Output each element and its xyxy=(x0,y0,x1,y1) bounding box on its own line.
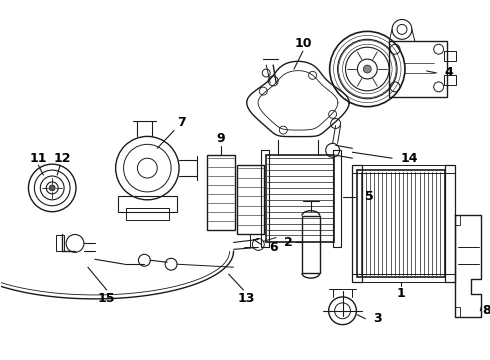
Text: 13: 13 xyxy=(238,292,255,305)
Bar xyxy=(352,165,455,173)
Text: 11: 11 xyxy=(29,152,47,165)
Circle shape xyxy=(279,126,287,134)
Text: 12: 12 xyxy=(53,152,71,165)
Bar xyxy=(357,170,444,277)
Bar xyxy=(207,155,235,230)
Circle shape xyxy=(49,185,55,191)
Bar xyxy=(389,41,446,97)
Circle shape xyxy=(329,110,337,118)
Text: 7: 7 xyxy=(177,116,185,129)
Bar xyxy=(56,235,64,251)
Text: 1: 1 xyxy=(396,287,405,301)
Bar xyxy=(352,165,363,282)
Text: 8: 8 xyxy=(482,304,490,317)
Text: 2: 2 xyxy=(284,236,293,249)
Bar xyxy=(237,165,264,234)
Bar xyxy=(333,150,341,247)
Bar xyxy=(302,216,320,273)
Bar xyxy=(261,150,269,247)
Text: 4: 4 xyxy=(444,67,453,80)
Bar xyxy=(118,196,177,212)
Text: 9: 9 xyxy=(217,132,225,145)
Text: 15: 15 xyxy=(98,292,116,305)
Bar xyxy=(444,165,455,282)
Text: 3: 3 xyxy=(373,312,382,325)
Bar xyxy=(125,208,169,220)
Bar xyxy=(455,215,461,225)
Circle shape xyxy=(364,65,371,73)
Text: 5: 5 xyxy=(365,190,374,203)
Bar xyxy=(443,75,456,85)
Circle shape xyxy=(309,71,317,79)
Text: 6: 6 xyxy=(269,241,277,254)
Bar xyxy=(455,307,461,317)
Bar xyxy=(266,155,334,242)
Bar xyxy=(352,274,455,282)
Bar xyxy=(443,51,456,61)
Circle shape xyxy=(259,87,267,95)
Text: 14: 14 xyxy=(400,152,417,165)
Text: 10: 10 xyxy=(294,37,312,50)
